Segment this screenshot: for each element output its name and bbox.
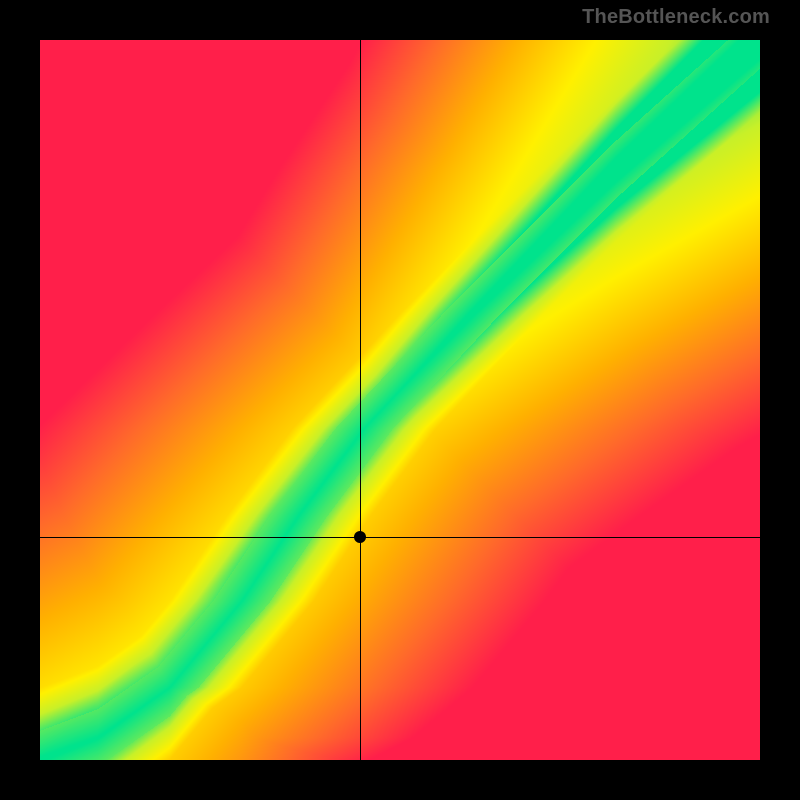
heatmap-canvas xyxy=(40,40,760,760)
crosshair-marker xyxy=(354,531,366,543)
crosshair-horizontal xyxy=(40,537,760,538)
chart-container: TheBottleneck.com xyxy=(0,0,800,800)
plot-area xyxy=(40,40,760,760)
crosshair-vertical xyxy=(360,40,361,760)
watermark-text: TheBottleneck.com xyxy=(582,6,770,29)
